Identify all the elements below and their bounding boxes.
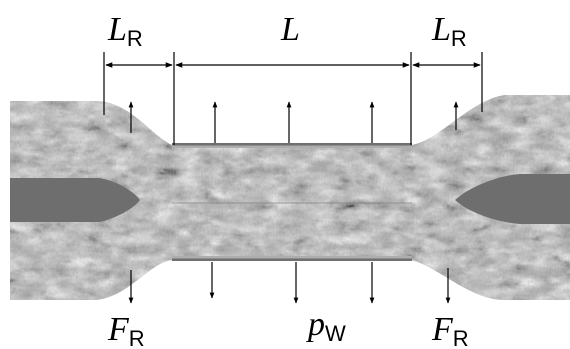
label-wall-pressure: pW	[306, 306, 346, 346]
label-left-force: FR	[107, 311, 145, 349]
upward-force-arrows	[131, 102, 456, 143]
downward-force-arrows	[131, 262, 448, 303]
label-right-length: LR	[431, 11, 467, 51]
extension-lines	[104, 52, 482, 145]
label-right-force: FR	[431, 311, 469, 349]
label-left-length: LR	[107, 11, 143, 51]
label-center-length: L	[280, 11, 300, 48]
